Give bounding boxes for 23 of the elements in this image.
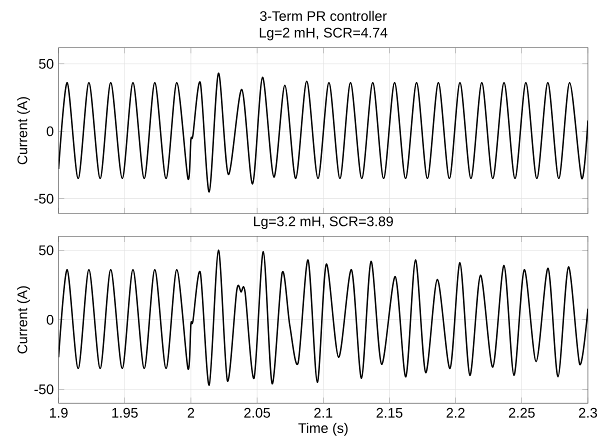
x-axis-title: Time (s) [298, 422, 348, 436]
x-tick-label: 1.95 [112, 408, 138, 418]
x-tick-label: 1.9 [50, 408, 68, 418]
y-tick-label: 0 [46, 126, 54, 136]
x-tick-label: 2.1 [314, 408, 332, 418]
chart-title: Lg=3.2 mH, SCR=3.89 [254, 216, 393, 230]
y-tick-label: -50 [34, 384, 54, 394]
y-tick-label: 0 [46, 314, 54, 325]
x-tick-label: 2.05 [244, 408, 270, 418]
x-tick-label: 2.2 [446, 408, 465, 418]
y-tick-label: 50 [39, 58, 54, 69]
x-tick-label: 2 [188, 408, 194, 418]
chart-title: 3-Term PR controller [260, 10, 387, 22]
x-tick-label: 2.15 [376, 408, 402, 418]
x-tick-label: 2.25 [508, 408, 535, 418]
y-tick-label: -50 [34, 194, 54, 204]
chart-subtitle: Lg=2 mH, SCR=4.74 [260, 28, 388, 40]
line-series [58, 72, 588, 193]
x-tick-label: 2.3 [578, 408, 597, 418]
y-tick-label: 50 [39, 245, 54, 256]
y-axis-title: Current (A) [17, 97, 30, 164]
line-series [58, 250, 588, 386]
y-axis-title: Current (A) [17, 286, 30, 354]
